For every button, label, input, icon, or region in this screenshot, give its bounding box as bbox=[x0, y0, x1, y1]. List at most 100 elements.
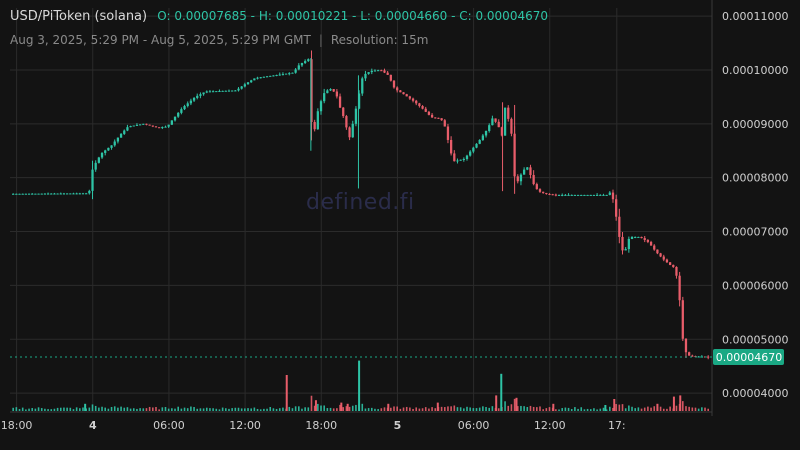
candle[interactable] bbox=[351, 123, 354, 138]
candle[interactable] bbox=[113, 141, 116, 146]
candle[interactable] bbox=[278, 74, 281, 76]
candle[interactable] bbox=[100, 152, 104, 158]
candle[interactable] bbox=[43, 193, 47, 195]
candle[interactable] bbox=[640, 236, 643, 239]
candle[interactable] bbox=[116, 137, 120, 142]
candle[interactable] bbox=[15, 193, 18, 195]
candle[interactable] bbox=[291, 72, 294, 74]
candle[interactable] bbox=[497, 121, 500, 128]
candle[interactable] bbox=[396, 87, 399, 91]
candle[interactable] bbox=[691, 355, 694, 357]
candle[interactable] bbox=[421, 106, 424, 109]
candle[interactable] bbox=[656, 249, 659, 254]
candle[interactable] bbox=[548, 193, 551, 195]
candle[interactable] bbox=[380, 70, 383, 72]
candle[interactable] bbox=[262, 76, 266, 78]
candle[interactable] bbox=[469, 151, 472, 156]
candle[interactable] bbox=[227, 90, 231, 92]
candle[interactable] bbox=[202, 92, 205, 95]
candle[interactable] bbox=[332, 89, 335, 92]
candle[interactable] bbox=[557, 194, 561, 196]
candle[interactable] bbox=[323, 93, 326, 102]
candle[interactable] bbox=[484, 130, 488, 136]
candle[interactable] bbox=[294, 69, 297, 73]
candle[interactable] bbox=[602, 194, 605, 196]
candle[interactable] bbox=[707, 356, 710, 358]
candle[interactable] bbox=[608, 192, 611, 195]
candle[interactable] bbox=[170, 120, 173, 125]
candle[interactable] bbox=[519, 174, 523, 182]
candle[interactable] bbox=[516, 176, 519, 182]
candle[interactable] bbox=[481, 135, 485, 140]
candle[interactable] bbox=[18, 193, 21, 195]
candle[interactable] bbox=[53, 193, 56, 195]
candle[interactable] bbox=[211, 91, 215, 93]
candle[interactable] bbox=[151, 125, 154, 127]
candle[interactable] bbox=[389, 74, 392, 81]
candle[interactable] bbox=[148, 124, 151, 126]
candle[interactable] bbox=[443, 120, 446, 127]
candle[interactable] bbox=[319, 101, 323, 112]
candle[interactable] bbox=[208, 91, 212, 93]
candle[interactable] bbox=[665, 259, 669, 263]
candle[interactable] bbox=[24, 193, 28, 195]
candle[interactable] bbox=[535, 184, 538, 190]
candle[interactable] bbox=[402, 92, 405, 95]
candle[interactable] bbox=[653, 245, 656, 250]
candle[interactable] bbox=[592, 194, 596, 196]
candle[interactable] bbox=[370, 70, 373, 73]
candle[interactable] bbox=[221, 90, 224, 92]
candle[interactable] bbox=[173, 116, 177, 121]
candle[interactable] bbox=[240, 86, 243, 89]
candle[interactable] bbox=[218, 90, 221, 92]
candle[interactable] bbox=[377, 70, 380, 72]
candle[interactable] bbox=[46, 193, 50, 195]
candle[interactable] bbox=[634, 236, 637, 238]
candle[interactable] bbox=[199, 94, 202, 96]
candle[interactable] bbox=[281, 74, 285, 76]
candle[interactable] bbox=[59, 193, 62, 195]
candle[interactable] bbox=[434, 117, 437, 119]
candle[interactable] bbox=[154, 126, 158, 128]
candle[interactable] bbox=[453, 153, 456, 162]
candle[interactable] bbox=[672, 264, 675, 267]
candle[interactable] bbox=[27, 193, 31, 195]
candle[interactable] bbox=[697, 356, 700, 358]
candle[interactable] bbox=[624, 249, 627, 251]
candle[interactable] bbox=[50, 193, 53, 195]
candle[interactable] bbox=[75, 193, 78, 195]
candle[interactable] bbox=[599, 194, 602, 196]
candle[interactable] bbox=[510, 118, 513, 134]
candle[interactable] bbox=[551, 194, 554, 196]
candle[interactable] bbox=[265, 76, 269, 78]
candle[interactable] bbox=[21, 193, 24, 195]
candle[interactable] bbox=[91, 169, 94, 191]
candle[interactable] bbox=[31, 193, 34, 195]
candle[interactable] bbox=[688, 352, 691, 356]
candle[interactable] bbox=[615, 199, 618, 217]
candle[interactable] bbox=[589, 194, 592, 196]
candle[interactable] bbox=[72, 193, 75, 195]
candle[interactable] bbox=[224, 90, 227, 92]
candle[interactable] bbox=[186, 103, 189, 107]
candle[interactable] bbox=[542, 191, 545, 193]
candle[interactable] bbox=[430, 114, 434, 118]
candle[interactable] bbox=[678, 275, 681, 301]
candle[interactable] bbox=[383, 70, 386, 73]
candle[interactable] bbox=[158, 127, 161, 129]
candle[interactable] bbox=[357, 93, 361, 109]
candle[interactable] bbox=[167, 124, 170, 127]
candle[interactable] bbox=[459, 159, 462, 161]
candle[interactable] bbox=[478, 139, 481, 144]
candle[interactable] bbox=[196, 95, 199, 98]
candle[interactable] bbox=[246, 82, 250, 85]
candle[interactable] bbox=[94, 162, 97, 170]
candle[interactable] bbox=[338, 96, 342, 108]
candle[interactable] bbox=[180, 109, 183, 113]
candle[interactable] bbox=[40, 193, 43, 195]
candle[interactable] bbox=[424, 108, 427, 112]
candle[interactable] bbox=[288, 73, 291, 75]
candle[interactable] bbox=[12, 193, 15, 195]
candle[interactable] bbox=[475, 143, 478, 148]
